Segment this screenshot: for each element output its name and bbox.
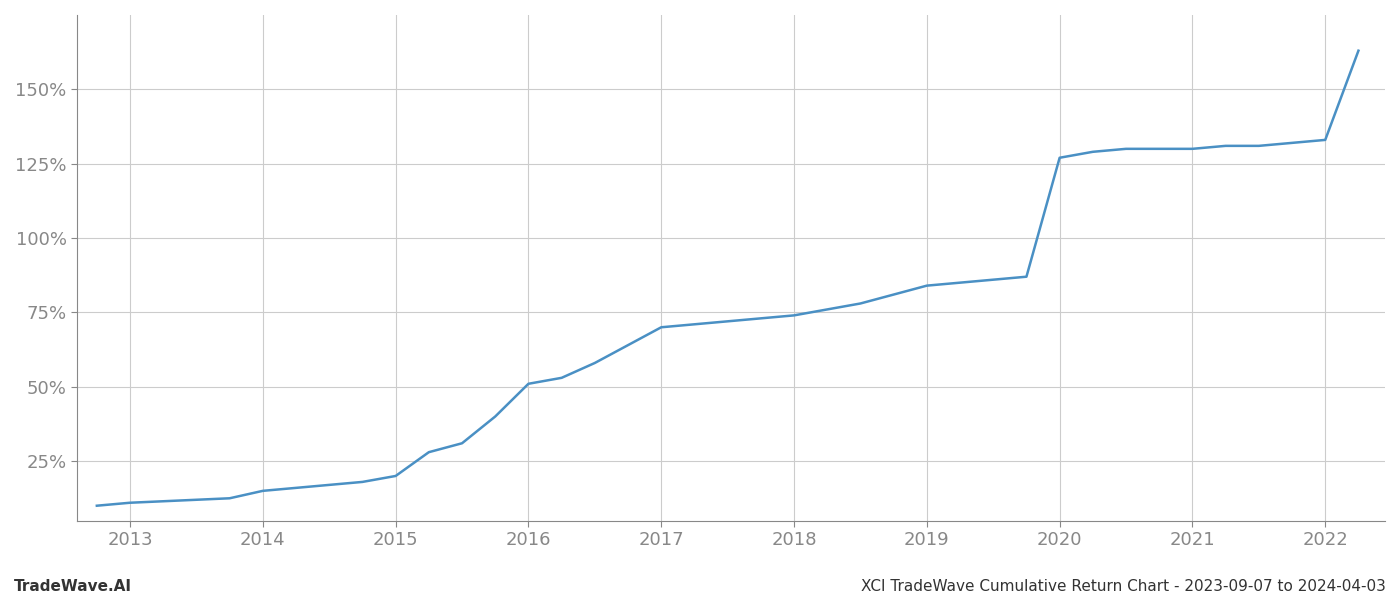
Text: XCI TradeWave Cumulative Return Chart - 2023-09-07 to 2024-04-03: XCI TradeWave Cumulative Return Chart - …: [861, 579, 1386, 594]
Text: TradeWave.AI: TradeWave.AI: [14, 579, 132, 594]
